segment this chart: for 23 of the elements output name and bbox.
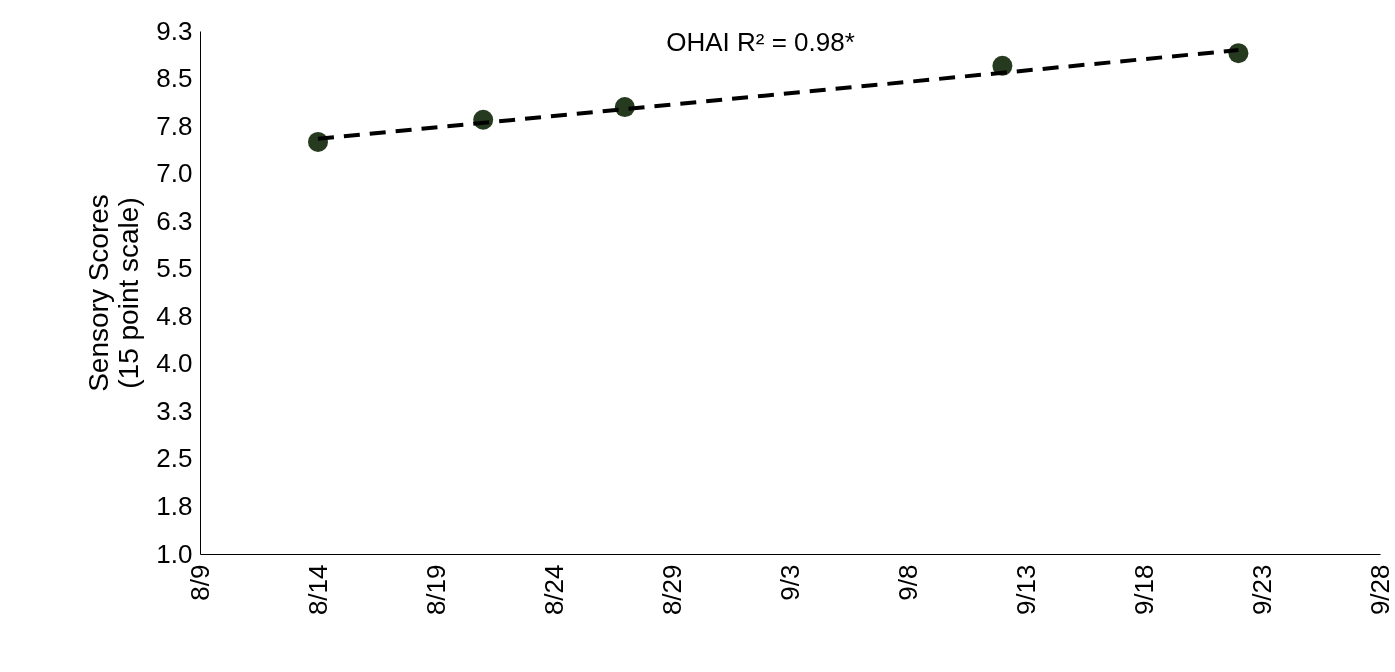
y-tick-label: 9.3 [156, 15, 193, 46]
y-tick-label: 4.8 [156, 300, 193, 331]
y-tick-label: 4.0 [156, 348, 193, 379]
y-tick-label: 5.5 [156, 253, 193, 284]
y-tick-label: 2.5 [156, 443, 193, 474]
y-tick-label: 7.0 [156, 158, 193, 189]
x-tick-label: 8/14 [302, 564, 333, 616]
x-tick-label: 9/23 [1246, 564, 1277, 616]
y-tick-label: 3.3 [156, 395, 193, 426]
x-tick-label: 9/3 [774, 564, 805, 601]
y-tick-label: 7.8 [156, 110, 193, 141]
x-tick-label: 9/28 [1364, 564, 1395, 616]
x-tick-label: 9/8 [892, 564, 923, 601]
y-tick-label: 6.3 [156, 205, 193, 236]
x-tick-label: 8/29 [656, 564, 687, 616]
y-tick-label: 1.8 [156, 490, 193, 521]
x-tick-label: 9/13 [1010, 564, 1041, 616]
x-tick-label: 8/19 [420, 564, 451, 616]
annotation: OHAI R² = 0.98* [666, 27, 855, 57]
y-axis-title: Sensory Scores (15 point scale) [83, 194, 145, 392]
x-tick-label: 9/18 [1128, 564, 1159, 616]
y-tick-label: 8.5 [156, 63, 193, 94]
x-tick-label: 8/24 [538, 564, 569, 616]
